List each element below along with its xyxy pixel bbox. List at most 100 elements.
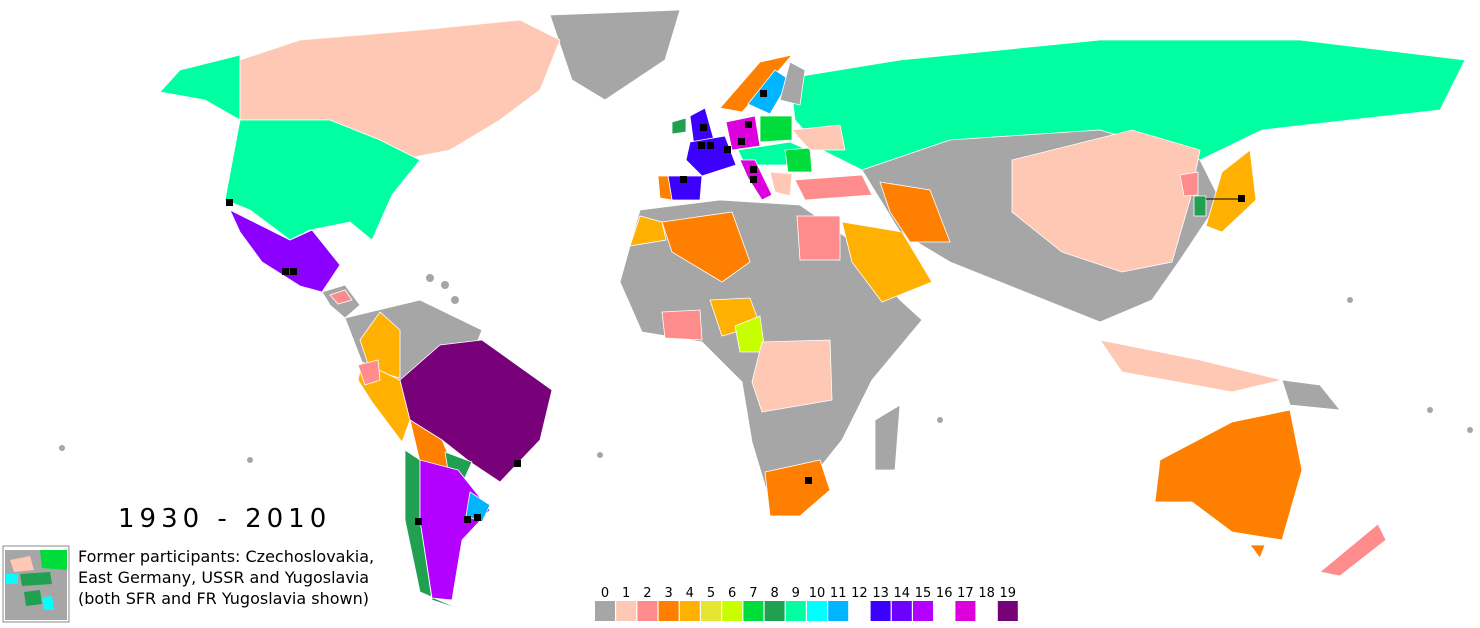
host-marker	[514, 460, 521, 467]
host-marker	[226, 199, 233, 206]
legend-swatch	[997, 601, 1018, 621]
country	[657, 175, 673, 201]
country	[629, 215, 667, 247]
host-marker	[415, 518, 422, 525]
inset-region	[40, 550, 67, 570]
legend-label: 2	[643, 586, 651, 601]
island	[247, 457, 253, 463]
country	[794, 174, 873, 201]
country	[791, 124, 846, 151]
country	[329, 289, 353, 305]
legend-swatch	[764, 601, 785, 621]
country	[879, 181, 951, 243]
host-marker	[464, 516, 471, 523]
country	[874, 404, 901, 471]
host-marker	[700, 124, 707, 131]
country	[1205, 149, 1257, 233]
legend-swatch	[679, 601, 700, 621]
legend-label: 0	[601, 586, 609, 601]
legend-label: 4	[686, 586, 694, 601]
legend-label: 19	[1000, 586, 1017, 601]
country	[419, 459, 491, 601]
legend-swatch	[828, 601, 849, 621]
island	[1347, 297, 1353, 303]
legend-swatch	[870, 601, 891, 621]
legend-swatch	[616, 601, 637, 621]
legend-label: 16	[936, 586, 953, 601]
legend-label: 18	[978, 586, 995, 601]
host-marker	[474, 514, 481, 521]
legend-label: 7	[749, 586, 757, 601]
islands	[59, 274, 1473, 463]
country	[1281, 379, 1341, 411]
host-marker	[745, 121, 752, 128]
country	[1011, 129, 1201, 273]
country	[841, 221, 933, 303]
country	[796, 215, 841, 261]
legend-swatch	[701, 601, 721, 621]
country	[1099, 339, 1283, 393]
legend-label: 5	[707, 586, 715, 601]
island	[1467, 427, 1473, 433]
legend-label: 13	[872, 586, 889, 601]
inset-region	[20, 572, 52, 586]
island	[441, 281, 449, 289]
island	[59, 445, 65, 451]
host-marker	[760, 90, 767, 97]
legend-label: 3	[664, 586, 672, 601]
legend-label: 17	[957, 586, 974, 601]
country	[671, 117, 687, 135]
note-line: Former participants: Czechoslovakia,	[78, 547, 374, 566]
legend-swatch	[785, 601, 806, 621]
legend-label: 8	[770, 586, 778, 601]
legend-swatch	[637, 601, 658, 621]
country	[224, 119, 421, 241]
legend-label: 10	[809, 586, 826, 601]
island	[597, 452, 603, 458]
countries	[159, 9, 1466, 611]
legend-swatch	[955, 601, 976, 621]
legend-label: 14	[894, 586, 911, 601]
country	[1249, 544, 1266, 559]
inset-region	[10, 556, 34, 572]
host-marker	[738, 138, 745, 145]
legend-label: 15	[915, 586, 932, 601]
legend-swatch	[849, 601, 870, 621]
island	[426, 274, 434, 282]
host-marker	[698, 142, 705, 149]
country	[549, 9, 681, 101]
host-marker	[680, 176, 687, 183]
island	[1427, 407, 1433, 413]
inset-region	[42, 596, 54, 610]
legend-swatch	[722, 601, 743, 621]
country	[759, 115, 793, 143]
legend-swatch	[891, 601, 912, 621]
legend-label: 6	[728, 586, 736, 601]
host-marker	[724, 146, 731, 153]
host-marker	[290, 268, 297, 275]
island	[937, 417, 943, 423]
host-marker	[750, 176, 757, 183]
country	[465, 491, 491, 523]
host-marker	[282, 268, 289, 275]
inset	[2, 545, 70, 623]
legend-label: 9	[792, 586, 800, 601]
country	[789, 39, 1466, 171]
note-line: East Germany, USSR and Yugoslavia	[78, 568, 369, 587]
country	[1319, 523, 1387, 577]
period-title: 1930 - 2010	[118, 504, 331, 534]
host-marker	[805, 477, 812, 484]
legend-swatch	[807, 601, 827, 621]
legend-swatch	[913, 601, 933, 621]
legend-label: 12	[851, 586, 868, 601]
country	[779, 61, 806, 106]
inset-region	[24, 590, 42, 606]
host-marker	[707, 142, 714, 149]
country	[661, 309, 703, 341]
island	[451, 296, 459, 304]
legend-label: 1	[622, 586, 630, 601]
note-line: (both SFR and FR Yugoslavia shown)	[78, 589, 369, 608]
country	[769, 171, 793, 197]
country	[1154, 409, 1303, 541]
